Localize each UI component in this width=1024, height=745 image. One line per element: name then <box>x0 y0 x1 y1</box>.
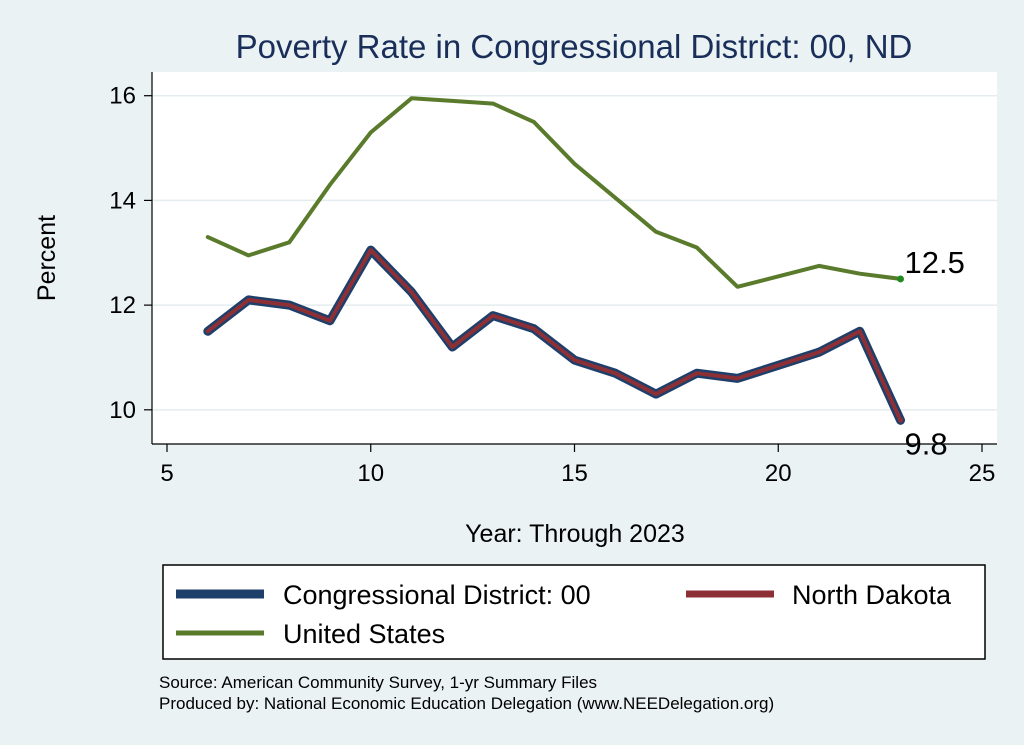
nd-end-marker <box>898 417 903 423</box>
series-lines <box>203 96 905 425</box>
legend-label: United States <box>283 619 445 649</box>
y-tick-label: 14 <box>109 187 136 214</box>
chart-title: Poverty Rate in Congressional District: … <box>236 28 913 65</box>
x-tick-label: 5 <box>160 460 173 487</box>
y-tick-label: 16 <box>109 83 136 110</box>
plot-area <box>152 72 997 444</box>
end-label: 12.5 <box>905 245 965 280</box>
axes: 10 12 14 16 5 10 15 20 25 <box>109 72 997 487</box>
x-tick-label: 10 <box>357 460 384 487</box>
end-label: 9.8 <box>905 426 948 461</box>
legend-label: North Dakota <box>792 580 952 610</box>
series-line-2 <box>205 96 903 289</box>
legend-label: Congressional District: 00 <box>283 580 591 610</box>
x-tick-label: 20 <box>765 460 792 487</box>
y-tick-label: 12 <box>109 292 136 319</box>
end-labels: 12.5 9.8 <box>905 245 965 461</box>
y-tick-label: 10 <box>109 397 136 424</box>
x-axis-label: Year: Through 2023 <box>465 520 685 548</box>
us-end-marker <box>897 275 904 283</box>
x-tick-label: 15 <box>561 460 588 487</box>
series-line-1 <box>205 248 903 423</box>
legend <box>162 564 986 660</box>
x-tick-label: 25 <box>969 460 996 487</box>
source-note: Source: American Community Survey, 1-yr … <box>159 673 597 692</box>
y-axis-label: Percent <box>33 215 61 301</box>
legend-entries: Congressional District: 00 North Dakota Un… <box>176 580 952 649</box>
producer-note: Produced by: National Economic Education… <box>159 694 774 713</box>
